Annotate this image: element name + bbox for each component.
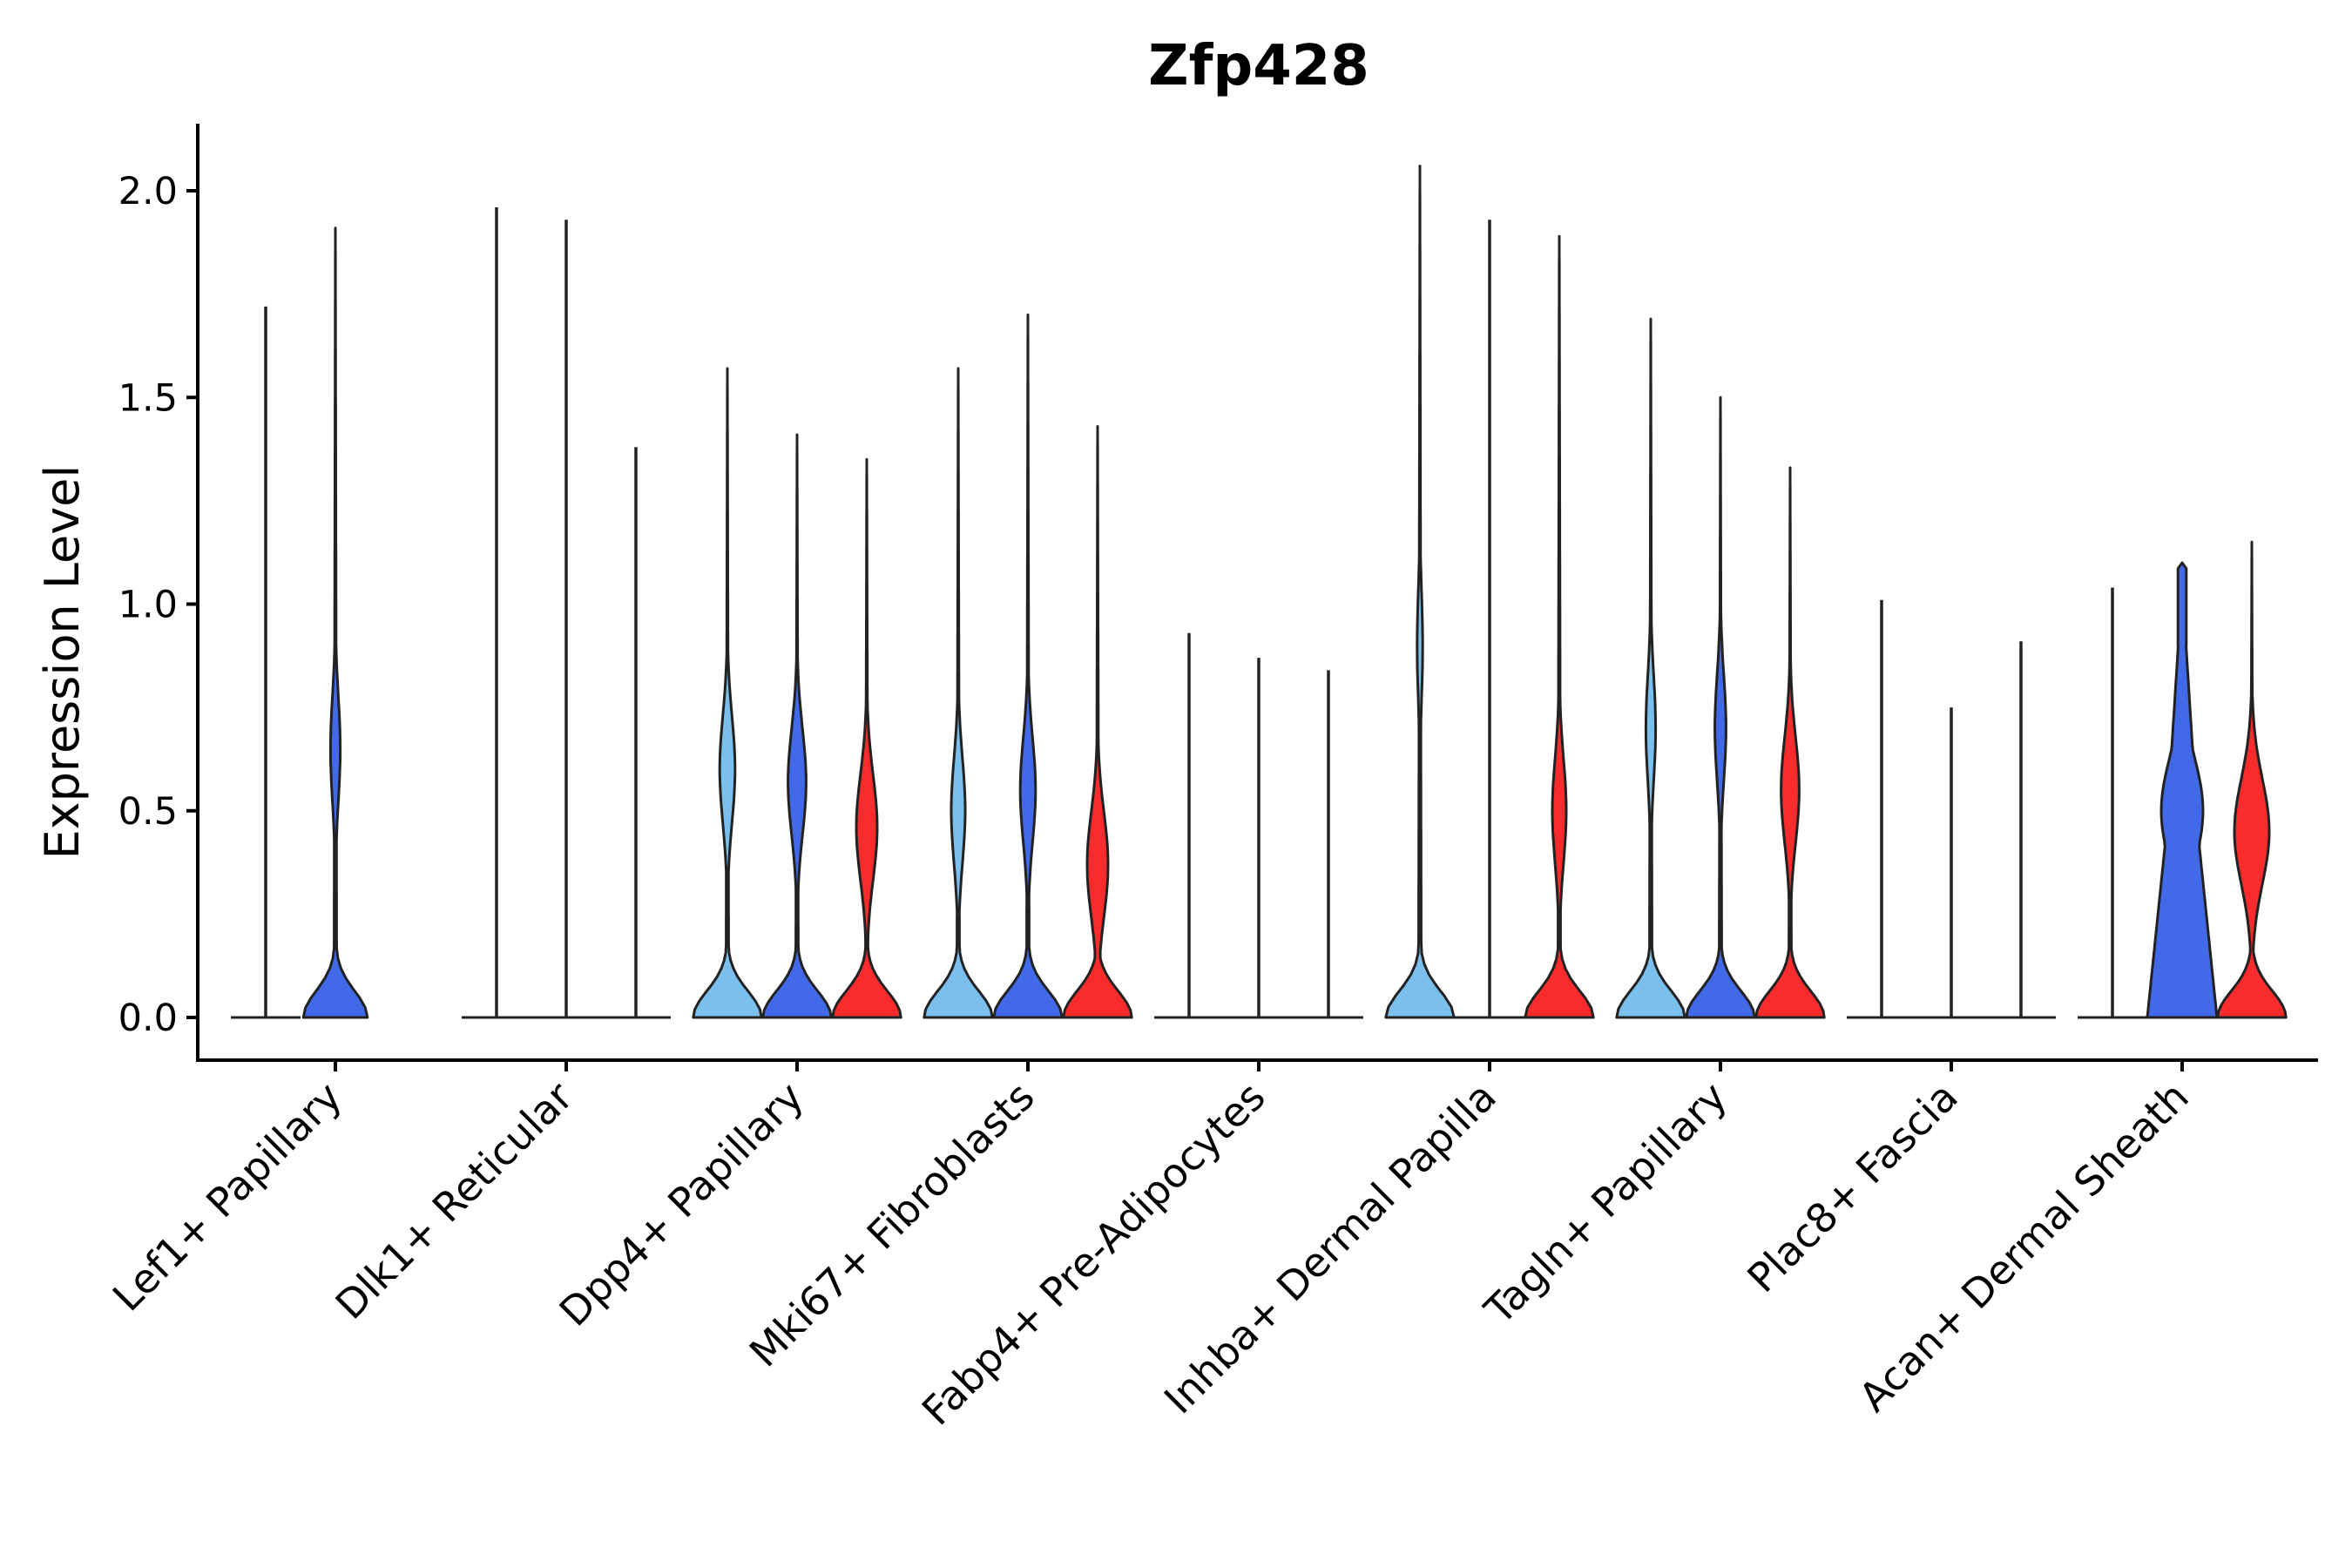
- violin-mark: [1754, 466, 1826, 1019]
- violin-mark: [923, 367, 994, 1019]
- violin-mark: [2146, 561, 2219, 1019]
- y-tick-label: 1.5: [118, 376, 178, 420]
- x-tick-label: Lef1+ Papillary: [104, 1073, 351, 1321]
- axes: [196, 124, 2318, 1062]
- y-axis-label: Expression Level: [35, 465, 90, 860]
- violin-mark: [761, 433, 833, 1019]
- y-ticks: 0.0 0.5 1.0 1.5 2.0: [118, 170, 198, 1040]
- chart-title: Zfp428: [1148, 34, 1369, 98]
- y-tick-label: 0.0: [118, 997, 178, 1040]
- violin-mark: [992, 313, 1064, 1019]
- x-tick-label: Dlk1+ Reticular: [327, 1073, 582, 1328]
- x-tick-label: Tagln+ Papillary: [1475, 1073, 1736, 1335]
- violin-mark: [831, 457, 902, 1019]
- y-tick-label: 1.0: [118, 584, 178, 627]
- x-tick-label: Plac8+ Fascia: [1738, 1073, 1966, 1301]
- x-tick-label: Dpp4+ Papillary: [551, 1073, 813, 1335]
- violin-mark: [301, 226, 369, 1019]
- violin-mark: [1524, 234, 1595, 1019]
- violin-mark: [692, 367, 763, 1019]
- y-tick-label: 0.5: [118, 790, 178, 834]
- violin-mark: [1615, 317, 1686, 1019]
- violin-layer: [231, 165, 2288, 1019]
- violin-mark: [1685, 395, 1756, 1019]
- y-tick-label: 2.0: [118, 170, 178, 213]
- violin-mark: [1384, 165, 1456, 1019]
- violin-mark: [1062, 425, 1133, 1019]
- violin-mark: [2216, 540, 2288, 1019]
